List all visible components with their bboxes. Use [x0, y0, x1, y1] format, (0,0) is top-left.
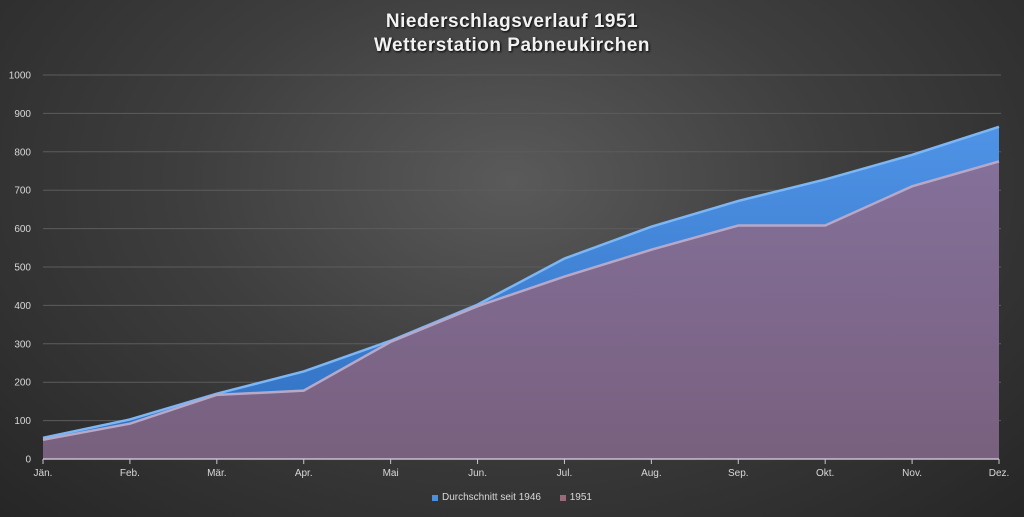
x-tick-label: Jul.	[557, 468, 573, 479]
y-tick-label: 500	[14, 263, 31, 274]
x-tick-label: Apr.	[295, 468, 313, 479]
x-tick-label: Jän.	[34, 468, 53, 479]
chart-title-line-2: Wetterstation Pabneukirchen	[373, 35, 651, 56]
legend-label-1951: 1951	[569, 492, 592, 503]
chart-title-line-1: Niederschlagsverlauf 1951	[385, 11, 639, 32]
y-tick-label: 300	[14, 339, 31, 350]
legend-swatch-1951	[559, 494, 566, 501]
y-tick-label: 1000	[9, 71, 32, 82]
y-tick-label: 0	[25, 455, 31, 466]
x-tick-label: Okt.	[816, 468, 834, 479]
legend: Durchschnitt seit 1946 1951	[0, 492, 1024, 504]
y-tick-label: 700	[14, 186, 31, 197]
x-tick-label: Sep.	[728, 468, 749, 479]
y-tick-label: 600	[14, 224, 31, 235]
x-tick-label: Feb.	[120, 468, 140, 479]
y-tick-label: 900	[14, 109, 31, 120]
x-tick-label: Mai	[383, 468, 399, 479]
x-tick-label: Mär.	[207, 468, 226, 479]
legend-item-average: Durchschnitt seit 1946	[432, 492, 541, 503]
y-tick-label: 100	[14, 416, 31, 427]
x-tick-label: Jun.	[468, 468, 487, 479]
area-edge-1951	[42, 160, 1000, 442]
y-tick-label: 400	[14, 301, 31, 312]
y-tick-label: 800	[14, 147, 31, 158]
area-edge-average	[42, 125, 1000, 440]
x-tick-label: Aug.	[641, 468, 662, 479]
chart-title: Niederschlagsverlauf 1951 Wetterstation …	[0, 10, 1024, 58]
legend-swatch-average	[432, 494, 438, 501]
x-tick-label: Nov.	[902, 468, 922, 479]
legend-label-average: Durchschnitt seit 1946	[442, 492, 541, 503]
x-tick-label: Dez.	[989, 468, 1010, 479]
y-tick-label: 200	[14, 378, 31, 389]
legend-item-1951: 1951	[559, 492, 592, 503]
area-1951	[43, 161, 999, 459]
